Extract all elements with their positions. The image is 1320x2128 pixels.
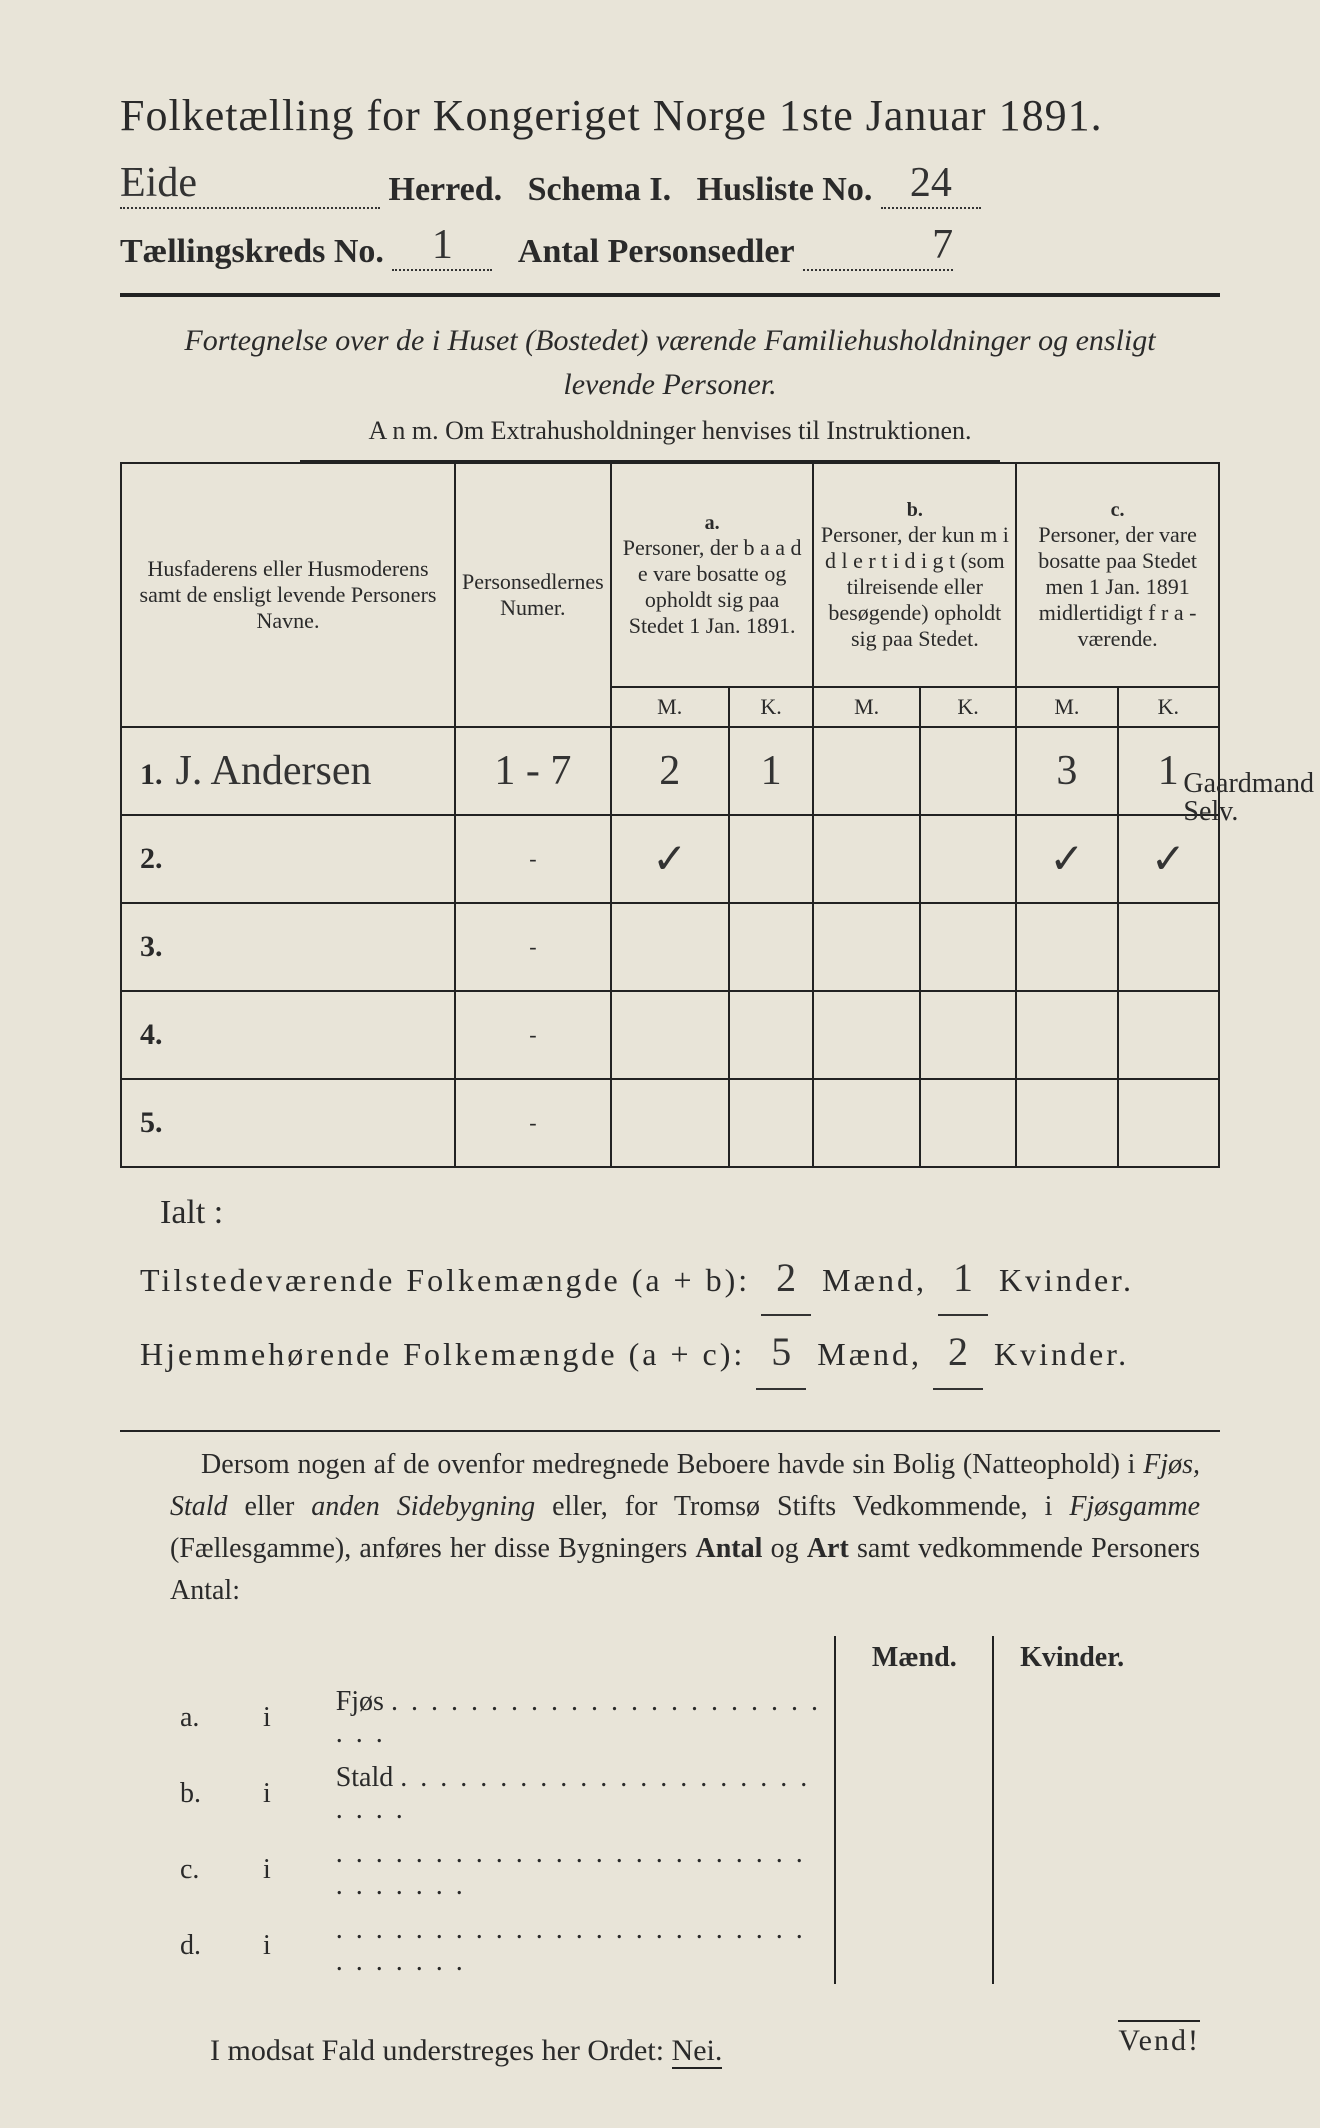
table-row: 2. - ✓ ✓ ✓ xyxy=(121,815,1219,903)
bolig-row: b.i Stald . . . . . . . . . . . . . . . … xyxy=(170,1756,1150,1832)
subtitle: Fortegnelse over de i Huset (Bostedet) v… xyxy=(170,319,1170,406)
bolig-kvinder: Kvinder. xyxy=(993,1636,1150,1680)
modsat-line: I modsat Fald understreges her Ordet: Ne… xyxy=(210,2034,1220,2068)
table-row: 3. - xyxy=(121,903,1219,991)
herred-value: Eide xyxy=(120,160,197,206)
col-b-m: M. xyxy=(813,687,919,727)
totals-present: Tilstedeværende Folkemængde (a + b): 2 M… xyxy=(140,1242,1220,1316)
bolig-row: a.i Fjøs . . . . . . . . . . . . . . . .… xyxy=(170,1680,1150,1756)
herred-label: Herred. xyxy=(389,171,503,208)
vend-label: Vend! xyxy=(1118,2020,1200,2058)
totals-home: Hjemmehørende Folkemængde (a + c): 5 Mæn… xyxy=(140,1316,1220,1390)
col-c-m: M. xyxy=(1016,687,1117,727)
bolig-table: Mænd. Kvinder. a.i Fjøs . . . . . . . . … xyxy=(170,1636,1150,1984)
col-names: Husfaderens eller Husmoderens samt de en… xyxy=(121,463,455,727)
table-row: 4. - xyxy=(121,991,1219,1079)
husliste-value: 24 xyxy=(910,160,952,206)
col-a-k: K. xyxy=(729,687,814,727)
rule xyxy=(120,1430,1220,1432)
margin-note: Gaardmand Selv. xyxy=(1183,770,1314,826)
bolig-row: d.i . . . . . . . . . . . . . . . . . . … xyxy=(170,1908,1150,1984)
col-c: c. Personer, der vare bosatte paa Stedet… xyxy=(1016,463,1219,687)
page-title: Folketælling for Kongeriget Norge 1ste J… xyxy=(120,90,1220,141)
antal-value: 7 xyxy=(932,222,953,268)
bolig-row: c.i . . . . . . . . . . . . . . . . . . … xyxy=(170,1832,1150,1908)
census-table: Husfaderens eller Husmoderens samt de en… xyxy=(120,462,1220,1168)
header-line-2: Tællingskreds No. 1 Antal Personsedler 7 xyxy=(120,225,1220,275)
table-row: 5. - xyxy=(121,1079,1219,1167)
header-line-1: Eide Herred. Schema I. Husliste No. 24 xyxy=(120,163,1220,213)
kreds-value: 1 xyxy=(432,222,453,268)
schema-label: Schema I. xyxy=(528,171,672,208)
bolig-paragraph: Dersom nogen af de ovenfor medregnede Be… xyxy=(170,1444,1200,1612)
col-a-m: M. xyxy=(611,687,729,727)
husliste-label: Husliste No. xyxy=(697,171,873,208)
kreds-label: Tællingskreds No. xyxy=(120,233,384,270)
ialt-label: Ialt : xyxy=(160,1194,1220,1232)
rule xyxy=(120,293,1220,297)
table-row: 1. J. Andersen 1 - 7 2 1 3 1 xyxy=(121,727,1219,815)
bolig-maend: Mænd. xyxy=(835,1636,993,1680)
col-b-k: K. xyxy=(920,687,1016,727)
antal-label: Antal Personsedler xyxy=(518,233,795,270)
col-numer: Personsedlernes Numer. xyxy=(455,463,611,727)
col-b: b. Personer, der kun m i d l e r t i d i… xyxy=(813,463,1016,687)
col-a: a. Personer, der b a a d e vare bosatte … xyxy=(611,463,814,687)
col-c-k: K. xyxy=(1118,687,1219,727)
anm-note: A n m. Om Extrahusholdninger henvises ti… xyxy=(120,416,1220,446)
